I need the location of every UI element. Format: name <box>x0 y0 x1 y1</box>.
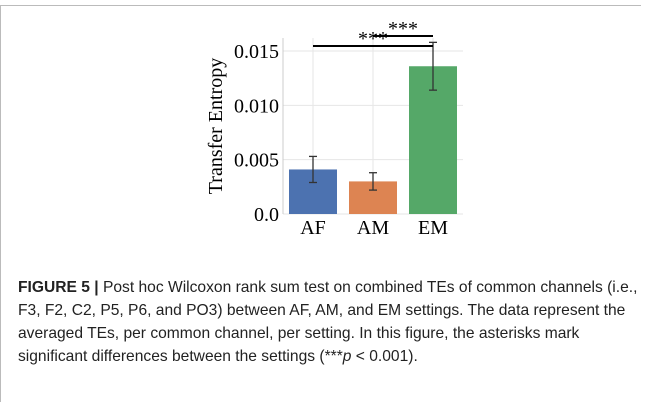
x-tick-label: AF <box>300 217 326 239</box>
figure-frame <box>0 5 641 402</box>
chart: 0.0 0.005 0.010 0.015 Transfer Entropy AF AM EM… <box>205 18 463 239</box>
caption-italic: p <box>342 348 352 365</box>
y-tick-label: 0.010 <box>234 95 279 117</box>
caption-text: Post hoc Wilcoxon rank sum test on combi… <box>18 279 638 365</box>
y-axis-label: Transfer Entropy <box>205 58 227 194</box>
caption: FIGURE 5 | Post hoc Wilcoxon rank sum te… <box>18 276 643 368</box>
x-tick-label: AM <box>357 217 389 239</box>
x-tick-label: EM <box>418 217 448 239</box>
significance-label: *** <box>388 18 418 40</box>
y-tick-label: 0.0 <box>254 204 279 226</box>
significance-label: *** <box>358 28 388 50</box>
bar <box>409 66 457 214</box>
caption-label: FIGURE 5 | <box>18 279 99 296</box>
y-tick-label: 0.005 <box>234 150 279 172</box>
y-tick-label: 0.015 <box>234 41 279 63</box>
caption-text: < 0.001). <box>351 348 418 365</box>
